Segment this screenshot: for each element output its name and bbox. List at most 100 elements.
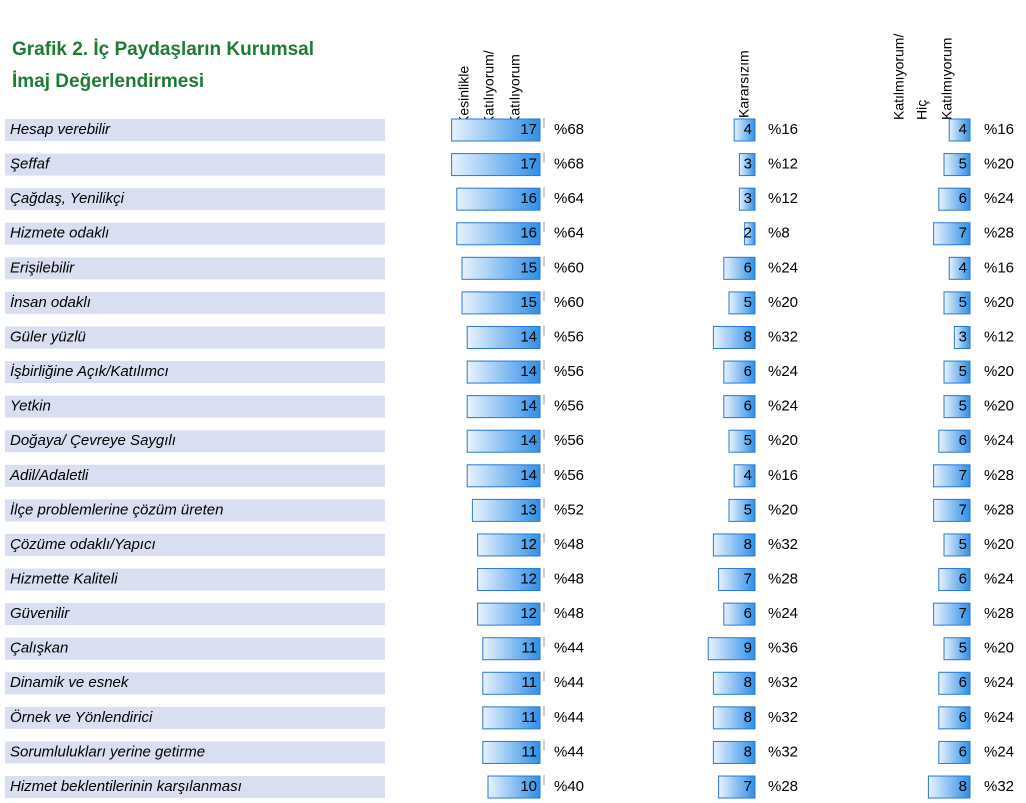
count: 15: [520, 294, 537, 311]
percent: %20: [768, 294, 798, 311]
data-bar: [707, 637, 756, 661]
count: 11: [521, 640, 537, 657]
percent: %44: [554, 709, 584, 726]
percent: %56: [554, 328, 584, 345]
percent: %28: [768, 571, 798, 588]
count: 4: [959, 259, 967, 276]
percent: %24: [984, 743, 1014, 760]
row-label: İşbirliğine Açık/Katılımcı: [10, 363, 169, 380]
count: 6: [744, 398, 752, 415]
count: 12: [520, 605, 537, 622]
count: 8: [744, 328, 752, 345]
count: 2: [744, 225, 752, 242]
percent: %44: [554, 674, 584, 691]
data-bar: [943, 153, 971, 177]
data-bar: [712, 325, 756, 349]
percent: %12: [768, 190, 798, 207]
percent: %36: [768, 640, 798, 657]
row-label-band: [5, 430, 385, 453]
count: 8: [959, 778, 967, 795]
data-bar: [451, 118, 541, 142]
row-label-band: [5, 499, 385, 522]
data-bar: [733, 118, 756, 142]
data-bar: [477, 533, 541, 557]
row-label: Örnek ve Yönlendirici: [10, 708, 153, 726]
row-label-band: [5, 706, 385, 729]
row-label: Yetkin: [10, 398, 51, 415]
row-label-band: [5, 188, 385, 211]
data-bar: [938, 740, 971, 764]
data-bar: [933, 602, 971, 626]
count: 4: [744, 121, 752, 138]
percent: %20: [984, 536, 1014, 553]
count: 8: [744, 709, 752, 726]
count: 5: [744, 432, 752, 449]
column-header: Katılıyorum: [507, 54, 523, 125]
row-label: Çözüme odaklı/Yapıcı: [10, 536, 156, 553]
data-bar: [938, 429, 971, 453]
percent: %28: [984, 225, 1014, 242]
data-bar: [712, 671, 756, 695]
count: 8: [744, 743, 752, 760]
row-label-band: [5, 153, 385, 176]
percent: %16: [984, 121, 1014, 138]
percent: %32: [768, 709, 798, 726]
count: 3: [744, 156, 752, 173]
data-bar: [712, 533, 756, 557]
row-label-band: [5, 464, 385, 487]
data-bar: [723, 360, 756, 384]
percent: %24: [984, 709, 1014, 726]
row-label-band: [5, 672, 385, 695]
percent: %64: [554, 225, 584, 242]
row-label: Güler yüzlü: [10, 328, 87, 345]
count: 3: [744, 190, 752, 207]
row-label: Hizmette Kaliteli: [10, 571, 118, 588]
row-label: Çağdaş, Yenilikçi: [10, 190, 125, 207]
percent: %40: [554, 778, 584, 795]
data-bar: [466, 325, 541, 349]
data-bar: [948, 118, 971, 142]
percent: %44: [554, 640, 584, 657]
count: 10: [520, 778, 537, 795]
row-label: Erişilebilir: [10, 259, 75, 276]
count: 5: [959, 536, 967, 553]
count: 14: [520, 328, 537, 345]
column-header: Katılıyorum/: [481, 50, 497, 125]
percent: %44: [554, 743, 584, 760]
row-label-band: [5, 533, 385, 556]
percent: %28: [768, 778, 798, 795]
data-bar: [482, 706, 541, 730]
count: 4: [744, 467, 752, 484]
data-bar: [482, 740, 541, 764]
percent: %12: [984, 328, 1014, 345]
count: 5: [744, 294, 752, 311]
row-label-band: [5, 568, 385, 591]
data-bar: [471, 498, 541, 522]
data-bar: [712, 740, 756, 764]
data-bar: [728, 291, 756, 315]
count: 14: [520, 467, 537, 484]
data-bar: [733, 464, 756, 488]
data-bar: [738, 153, 756, 177]
percent: %24: [768, 259, 798, 276]
percent: %20: [768, 501, 798, 518]
count: 5: [959, 398, 967, 415]
data-bar: [738, 187, 756, 211]
data-bar: [723, 256, 756, 280]
count: 5: [744, 501, 752, 518]
percent: %68: [554, 156, 584, 173]
row-label-band: [5, 119, 385, 141]
data-bar: [477, 602, 541, 626]
column-header: Hiç: [914, 100, 930, 120]
percent: %28: [984, 605, 1014, 622]
count: 14: [520, 432, 537, 449]
data-bar: [728, 429, 756, 453]
percent: %20: [984, 294, 1014, 311]
count: 11: [521, 674, 537, 691]
percent: %24: [768, 363, 798, 380]
data-bar: [482, 637, 541, 661]
row-label-band: [5, 291, 385, 314]
row-label: Hesap verebilir: [10, 121, 111, 138]
count: 11: [521, 709, 537, 726]
